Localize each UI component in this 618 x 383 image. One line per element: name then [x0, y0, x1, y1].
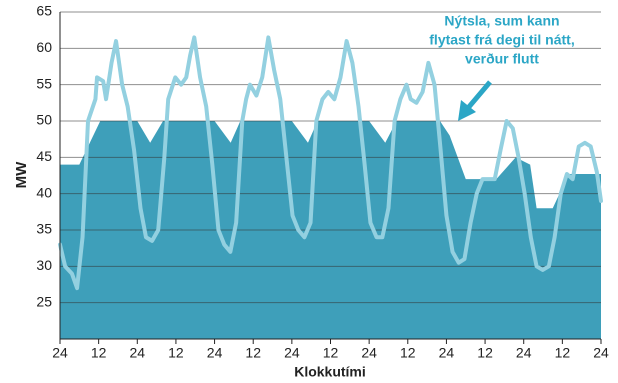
x-tick-label: 24	[129, 345, 145, 361]
x-tick-label: 24	[284, 345, 300, 361]
x-tick-label: 24	[439, 345, 455, 361]
x-tick-label: 12	[168, 345, 184, 361]
x-tick-label: 12	[400, 345, 416, 361]
annotation-arrow-head	[458, 100, 476, 121]
x-tick-label: 12	[323, 345, 339, 361]
x-tick-label: 12	[245, 345, 261, 361]
x-tick-label: 12	[555, 345, 571, 361]
annotation: flytast frá degi til nátt,	[429, 32, 574, 48]
x-tick-label: 24	[516, 345, 532, 361]
y-axis-label: MW	[13, 161, 30, 188]
y-tick-label: 50	[36, 112, 52, 128]
annotation: Nýtsla, sum kann	[444, 13, 559, 29]
y-tick-label: 65	[36, 3, 52, 19]
y-tick-label: 60	[36, 39, 52, 55]
y-tick-label: 40	[36, 184, 52, 200]
x-tick-label: 24	[207, 345, 223, 361]
x-tick-label: 24	[361, 345, 377, 361]
y-tick-label: 35	[36, 221, 52, 237]
line	[58, 35, 603, 291]
y-tick-label: 30	[36, 257, 52, 273]
y-tick-label: 55	[36, 75, 52, 91]
y-tick-label: 45	[36, 148, 52, 164]
annotation: verður flutt	[465, 51, 539, 67]
x-tick-label: 12	[477, 345, 493, 361]
x-axis-label: Klokkutími	[294, 364, 366, 380]
x-tick-label: 12	[91, 345, 107, 361]
x-tick-label: 24	[593, 345, 609, 361]
annotation-arrow-shaft	[466, 80, 492, 110]
y-tick-label: 25	[36, 293, 52, 309]
x-tick-label: 24	[52, 345, 68, 361]
